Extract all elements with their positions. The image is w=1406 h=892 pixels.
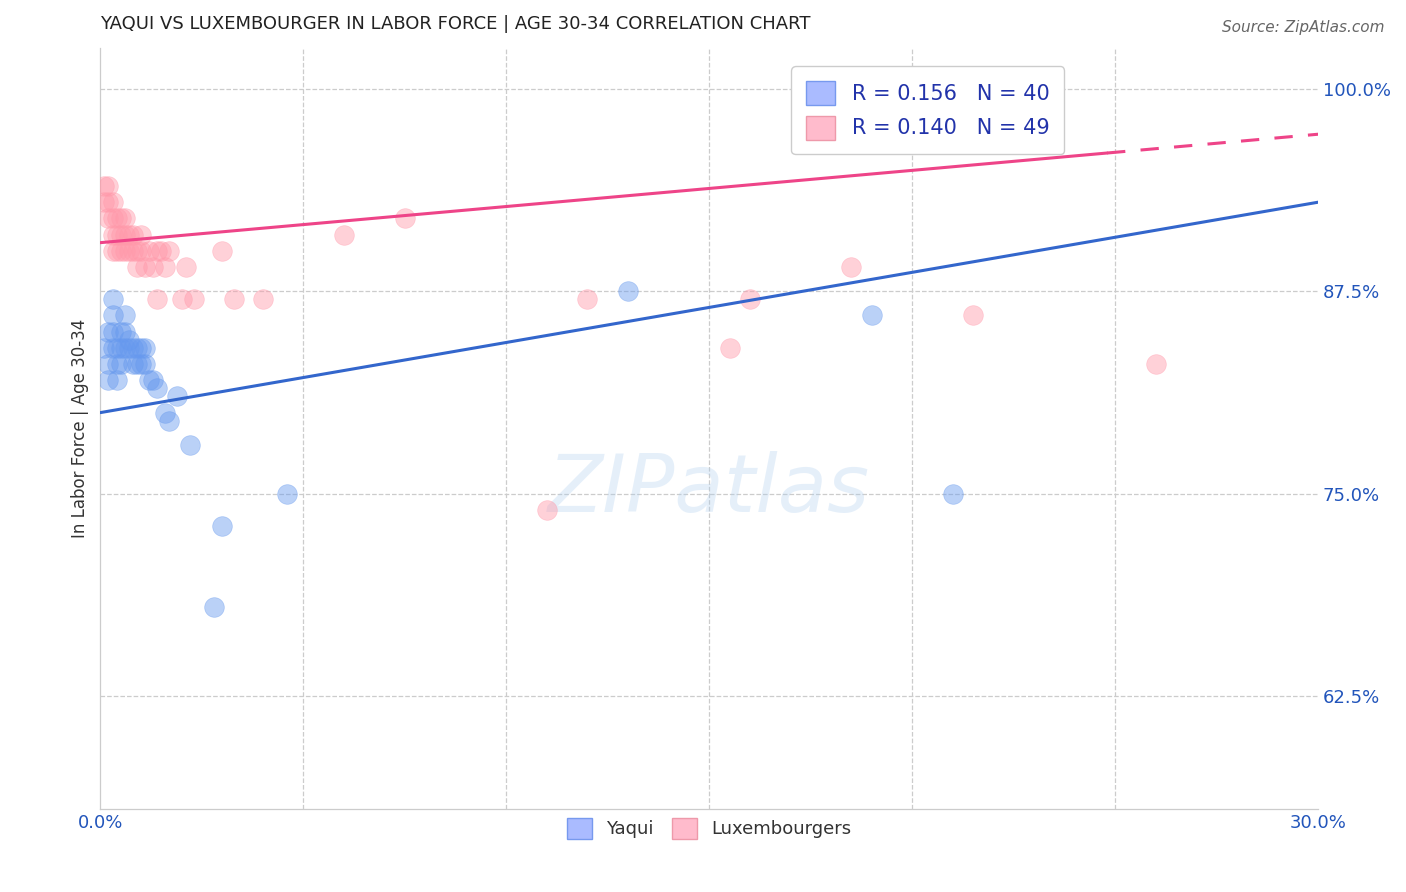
Point — [211, 519, 233, 533]
Point — [105, 341, 128, 355]
Point — [536, 502, 558, 516]
Point — [93, 179, 115, 194]
Point — [276, 486, 298, 500]
Point — [118, 333, 141, 347]
Point — [97, 211, 120, 226]
Point — [170, 293, 193, 307]
Point — [333, 227, 356, 242]
Point — [134, 341, 156, 355]
Point — [110, 211, 132, 226]
Point — [142, 260, 165, 274]
Point — [202, 599, 225, 614]
Point — [118, 227, 141, 242]
Point — [155, 406, 177, 420]
Point — [839, 260, 862, 274]
Point — [394, 211, 416, 226]
Point — [110, 341, 132, 355]
Point — [97, 373, 120, 387]
Y-axis label: In Labor Force | Age 30-34: In Labor Force | Age 30-34 — [72, 319, 89, 539]
Point — [93, 195, 115, 210]
Text: Source: ZipAtlas.com: Source: ZipAtlas.com — [1222, 20, 1385, 35]
Point — [252, 293, 274, 307]
Point — [134, 260, 156, 274]
Point — [105, 357, 128, 371]
Point — [962, 309, 984, 323]
Point — [125, 260, 148, 274]
Point — [129, 244, 152, 258]
Point — [114, 211, 136, 226]
Point — [105, 211, 128, 226]
Point — [142, 373, 165, 387]
Point — [146, 381, 169, 395]
Point — [174, 260, 197, 274]
Point — [125, 357, 148, 371]
Point — [118, 244, 141, 258]
Point — [942, 486, 965, 500]
Point — [121, 227, 143, 242]
Text: YAQUI VS LUXEMBOURGER IN LABOR FORCE | AGE 30-34 CORRELATION CHART: YAQUI VS LUXEMBOURGER IN LABOR FORCE | A… — [100, 15, 811, 33]
Point — [129, 341, 152, 355]
Point — [105, 373, 128, 387]
Point — [718, 341, 741, 355]
Point — [101, 309, 124, 323]
Point — [114, 309, 136, 323]
Point — [183, 293, 205, 307]
Point — [576, 293, 599, 307]
Point — [617, 284, 640, 298]
Point — [211, 244, 233, 258]
Point — [224, 293, 246, 307]
Point — [129, 357, 152, 371]
Point — [118, 341, 141, 355]
Point — [1144, 357, 1167, 371]
Point — [105, 244, 128, 258]
Point — [97, 325, 120, 339]
Point — [101, 325, 124, 339]
Point — [93, 341, 115, 355]
Legend: Yaqui, Luxembourgers: Yaqui, Luxembourgers — [560, 811, 859, 846]
Point — [138, 373, 160, 387]
Point — [114, 244, 136, 258]
Point — [97, 195, 120, 210]
Point — [101, 244, 124, 258]
Point — [101, 211, 124, 226]
Point — [134, 357, 156, 371]
Point — [121, 357, 143, 371]
Point — [738, 293, 761, 307]
Point — [860, 309, 883, 323]
Point — [125, 244, 148, 258]
Point — [125, 341, 148, 355]
Point — [150, 244, 173, 258]
Point — [121, 341, 143, 355]
Point — [114, 227, 136, 242]
Point — [110, 227, 132, 242]
Point — [97, 357, 120, 371]
Point — [110, 357, 132, 371]
Point — [179, 438, 201, 452]
Point — [114, 341, 136, 355]
Point — [101, 293, 124, 307]
Point — [101, 341, 124, 355]
Point — [166, 389, 188, 403]
Point — [101, 227, 124, 242]
Point — [110, 244, 132, 258]
Point — [110, 325, 132, 339]
Point — [97, 179, 120, 194]
Text: ZIPatlas: ZIPatlas — [548, 450, 870, 529]
Point — [129, 227, 152, 242]
Point — [155, 260, 177, 274]
Point — [114, 325, 136, 339]
Point — [157, 414, 180, 428]
Point — [146, 244, 169, 258]
Point — [105, 227, 128, 242]
Point — [138, 244, 160, 258]
Point — [157, 244, 180, 258]
Point — [101, 195, 124, 210]
Point — [146, 293, 169, 307]
Point — [121, 244, 143, 258]
